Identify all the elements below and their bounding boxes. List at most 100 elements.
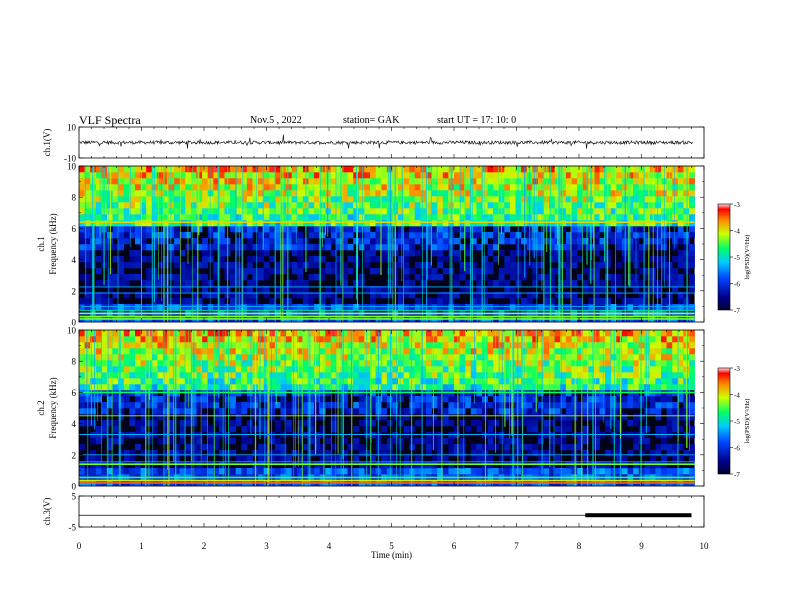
ch2-spectrogram-cell <box>274 342 281 349</box>
ch2-spectrogram-cell <box>342 378 348 385</box>
ch1-spectrogram-cell <box>431 250 438 257</box>
ch1-spectrogram-cell <box>118 208 125 215</box>
ch1-spectrogram-cell <box>135 196 141 203</box>
ch2-spectrogram-cell <box>157 402 164 409</box>
ch1-spectrogram-cell <box>509 262 516 269</box>
ch2-spectrogram-cell <box>526 378 533 385</box>
ch1-spectrogram-cell <box>442 208 449 215</box>
ch1-spectrogram-cell <box>314 166 320 173</box>
ch1-spectrogram-cell <box>162 166 169 173</box>
ch2-spectrogram-cell <box>493 396 499 403</box>
ch1-spectrogram-cell <box>286 208 292 215</box>
ch2-spectrogram-cell <box>560 360 567 367</box>
ch2-spectrogram-cell <box>314 378 320 385</box>
ch2-spectrogram-cell <box>342 468 348 475</box>
ch2-spectrogram-cell <box>381 330 388 337</box>
ch2-spectrogram-cell <box>246 342 253 349</box>
ch2-spectrogram-cell <box>426 438 432 445</box>
ch1-spectrogram-cell <box>504 268 511 275</box>
ch1-spectrogram-cell <box>314 172 320 179</box>
ch2-spectrogram-cell <box>437 468 444 475</box>
ch2-spectrogram-cell <box>515 420 522 427</box>
ch2-spectrogram-cell <box>179 420 186 427</box>
ch1-spectrogram-cell <box>347 292 354 299</box>
ch2-spectrogram-cell <box>386 468 393 475</box>
ch2-spectrogram-cell <box>689 402 695 409</box>
ch1-spectrogram-cell <box>633 286 639 293</box>
ch1-spectrogram-cell <box>577 220 583 227</box>
ch1-spectrogram-cell <box>364 184 371 191</box>
ch2-spectrogram-cell <box>526 372 533 379</box>
ch2-spectrogram-cell <box>302 468 309 475</box>
ch2-spectrogram-cell <box>330 426 337 433</box>
ch2-spectrogram-cell <box>437 444 444 451</box>
ch2-spectrogram-cell <box>235 468 242 475</box>
ch2-spectrogram-cell <box>677 372 684 379</box>
ch2-spectrogram-cell <box>230 408 236 415</box>
ch1-spectrogram-cell <box>370 196 376 203</box>
ch2-spectrogram-cell <box>336 402 343 409</box>
ch1-spectrogram-cell <box>537 190 544 197</box>
ch1-spectrogram-cell <box>325 286 332 293</box>
ch2-spectrogram-cell <box>258 330 264 337</box>
ch2-spectrogram-cell <box>174 378 180 385</box>
ch1-spectrogram-cell <box>286 190 292 197</box>
ch2-spectrogram-cell <box>79 360 85 367</box>
ch2-spectrogram-cell <box>123 354 130 361</box>
ch2-spectrogram-cell <box>392 336 399 343</box>
ch1-spectrogram-cell <box>162 190 169 197</box>
ch2-spectrogram-cell <box>487 336 494 343</box>
ch1-spectrogram-cell <box>571 256 578 263</box>
ch1-spectrogram-cell <box>420 184 427 191</box>
ch1-spectrogram-cell <box>403 184 410 191</box>
ch2-spectrogram-cell <box>224 354 231 361</box>
ch1-spectrogram-cell <box>118 280 125 287</box>
ch1-spectrogram-cell <box>442 202 449 209</box>
ch2-spectrogram-cell <box>537 372 544 379</box>
ch1-spectrogram-cell <box>593 220 600 227</box>
ch2-spectrogram-cell <box>90 366 97 373</box>
ch1-spectrogram-cell <box>599 256 606 263</box>
ch1-spectrogram-cell <box>269 220 276 227</box>
ch2-spectrogram-cell <box>565 342 572 349</box>
ch2-spectrogram-cell <box>162 408 169 415</box>
ch1-spectrogram-cell <box>202 274 208 281</box>
ch2-spectrogram-cell <box>454 432 460 439</box>
ch2-spectrogram-cell <box>504 342 511 349</box>
ch2-spectrogram-cell <box>633 402 639 409</box>
ch1-spectrogram-cell <box>347 184 354 191</box>
ch1-spectrogram-cell <box>459 196 466 203</box>
ch2-spectrogram-cell <box>644 366 651 373</box>
ch1-spectrogram-cell <box>112 292 119 299</box>
ch2-spectrogram-cell <box>342 402 348 409</box>
ch1-spectrogram-cell <box>487 190 494 197</box>
ch1-spectrogram-cell <box>314 304 320 311</box>
ch2-spectrogram-cell <box>90 360 97 367</box>
ch2-spectrogram-cell <box>107 330 113 337</box>
ch1-spectrogram-cell <box>84 214 91 221</box>
ch1-spectrogram-cell <box>314 226 320 233</box>
ch2-spectrogram-cell <box>549 438 555 445</box>
ch1-spectrogram-cell <box>437 172 444 179</box>
ch2-spectrogram-cell <box>689 456 695 463</box>
ch1-spectrogram-cell <box>571 280 578 287</box>
ch1-spectrogram-cell <box>398 166 404 173</box>
ch1-spectrogram-cell <box>207 232 214 239</box>
ch2-spectrogram-cell <box>314 468 320 475</box>
ch1-spectrogram-cell <box>291 232 298 239</box>
ch1-spectrogram-cell <box>414 178 421 185</box>
ch1-spectrogram-cell <box>627 202 634 209</box>
ch2-spectrogram-cell <box>218 354 225 361</box>
ch1-spectrogram-cell <box>459 178 466 185</box>
ch1-spectrogram-cell <box>196 178 203 185</box>
ch1-spectrogram-cell <box>157 202 164 209</box>
ch2-spectrogram-cell <box>493 384 499 391</box>
ch1-spectrogram-cell <box>336 178 343 185</box>
ch1-spectrogram-cell <box>162 214 169 221</box>
ch1-spectrogram-cell <box>565 232 572 239</box>
ch2-spectrogram-cell <box>588 348 595 355</box>
ch1-spectrogram-cell <box>84 190 91 197</box>
ch1-spectrogram-cell <box>403 214 410 221</box>
ch2-spectrogram-cell <box>437 336 444 343</box>
ch2-spectrogram-cell <box>162 348 169 355</box>
